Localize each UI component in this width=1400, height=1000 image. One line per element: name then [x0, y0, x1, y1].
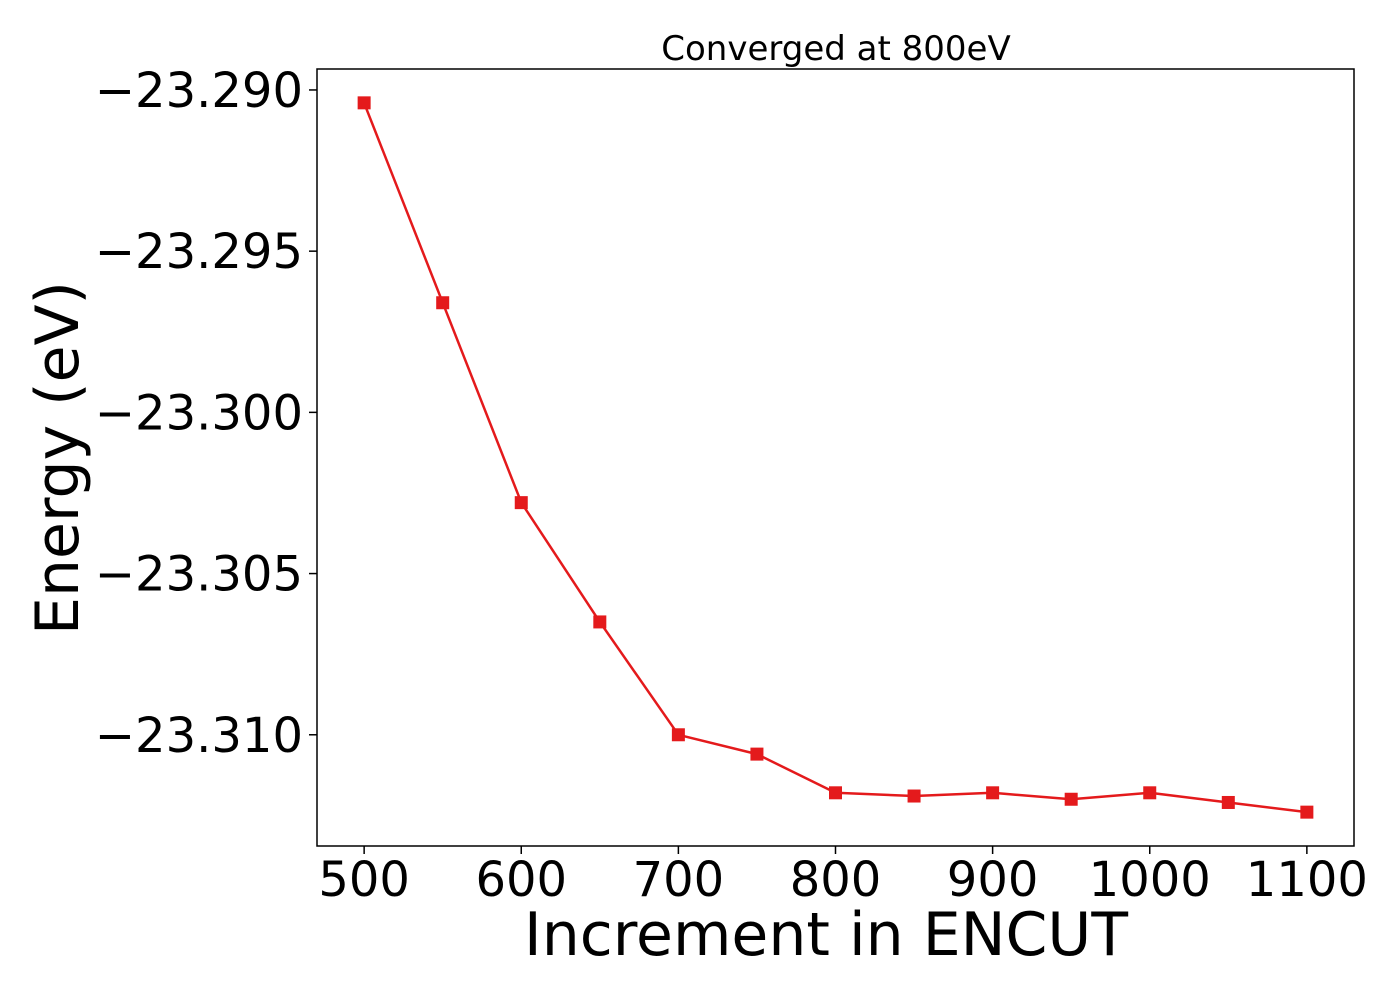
data-point	[1300, 805, 1314, 819]
data-point	[829, 786, 842, 800]
y-tick-label: −23.295	[95, 224, 303, 280]
data-point	[750, 747, 764, 761]
x-axis-ticks: 500 600 700 800 900 1000 1100	[318, 846, 1368, 908]
y-tick-label: −23.310	[95, 708, 303, 764]
data-point	[593, 615, 607, 629]
data-point	[1221, 795, 1235, 809]
chart-title: Converged at 800eV	[661, 29, 1010, 69]
data-point	[357, 96, 371, 110]
x-tick-label: 500	[318, 852, 410, 908]
data-point	[1143, 786, 1157, 800]
plot-area	[316, 68, 1355, 847]
y-tick-label: −23.290	[95, 63, 303, 119]
data-point	[514, 496, 528, 510]
data-point	[1064, 792, 1078, 806]
data-point	[986, 786, 1000, 800]
y-axis-label: Energy (eV)	[23, 281, 93, 635]
series-layer	[357, 96, 1314, 819]
y-tick-label: −23.305	[95, 547, 303, 603]
x-axis-label: Increment in ENCUT	[524, 900, 1128, 970]
y-axis-ticks: −23.290 −23.295 −23.300 −23.305 −23.310	[95, 63, 317, 764]
x-tick-label: 700	[633, 852, 725, 908]
x-tick-label: 1000	[1089, 852, 1211, 908]
x-tick-label: 600	[475, 852, 567, 908]
x-tick-label: 900	[947, 852, 1039, 908]
x-tick-label: 1100	[1246, 852, 1368, 908]
data-point	[907, 789, 921, 803]
data-point	[671, 728, 685, 742]
x-tick-label: 800	[790, 852, 882, 908]
y-tick-label: −23.300	[95, 385, 303, 441]
data-point	[436, 296, 450, 310]
